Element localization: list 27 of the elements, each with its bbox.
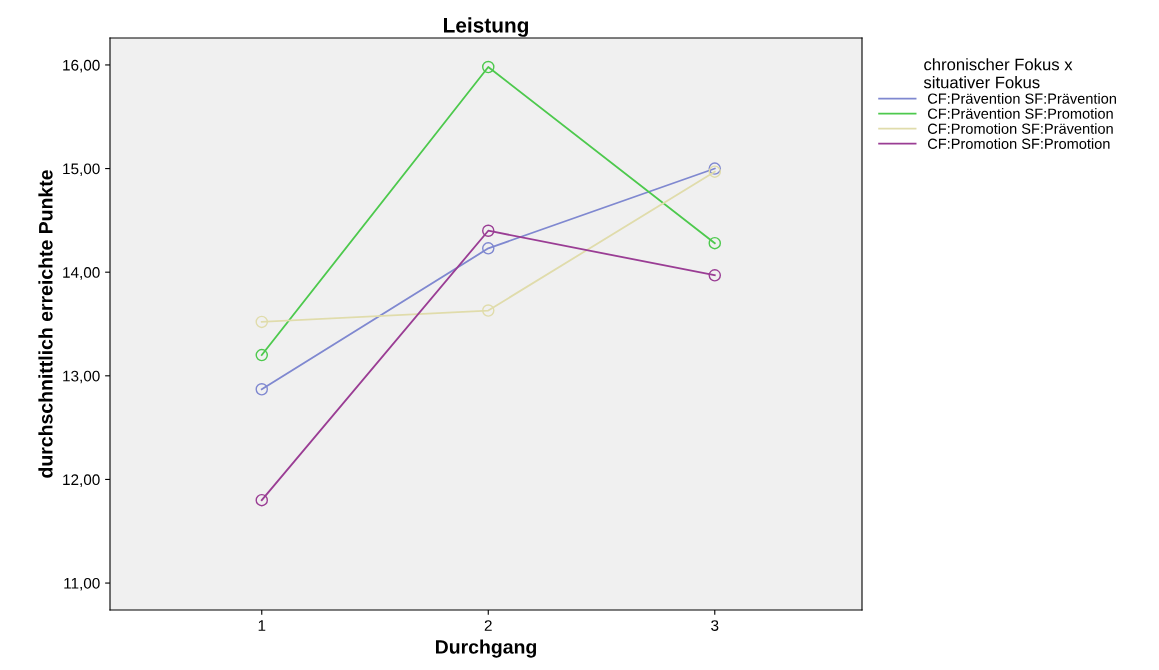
legend-label: CF:Prävention SF:Prävention [927, 93, 1116, 104]
point [255, 348, 269, 362]
point [255, 315, 269, 329]
y-tick-label: 15,00 [63, 163, 100, 177]
x-tick-label: 3 [711, 620, 719, 631]
y-tick-label: 11,00 [64, 577, 100, 591]
point [255, 493, 269, 507]
y-tick-label: 16,00 [63, 59, 100, 73]
x-tick-label: 1 [258, 620, 266, 631]
y-tick-label: 12,00 [63, 474, 100, 487]
y-tick-label: 14,00 [63, 267, 100, 280]
point [255, 383, 269, 396]
point [708, 236, 722, 250]
legend-label: CF:Promotion SF:Promotion [927, 138, 1110, 149]
y-axis-title: durchschnittlich erreichte Punkte [38, 170, 53, 478]
y-tick-label: 13,00 [63, 370, 100, 384]
legend-title: chronischer Fokus x situativer Fokus [923, 58, 1073, 89]
point [482, 242, 495, 255]
point [482, 60, 495, 74]
chart-title: Leistung [444, 17, 529, 37]
point [708, 269, 722, 282]
point [482, 224, 495, 237]
legend-label: CF:Prävention SF:Promotion [927, 108, 1113, 119]
point [482, 304, 495, 317]
legend-label: CF:Promotion SF:Prävention [927, 123, 1113, 134]
x-axis-title: Durchgang [435, 639, 537, 658]
x-tick-label: 2 [484, 620, 492, 631]
